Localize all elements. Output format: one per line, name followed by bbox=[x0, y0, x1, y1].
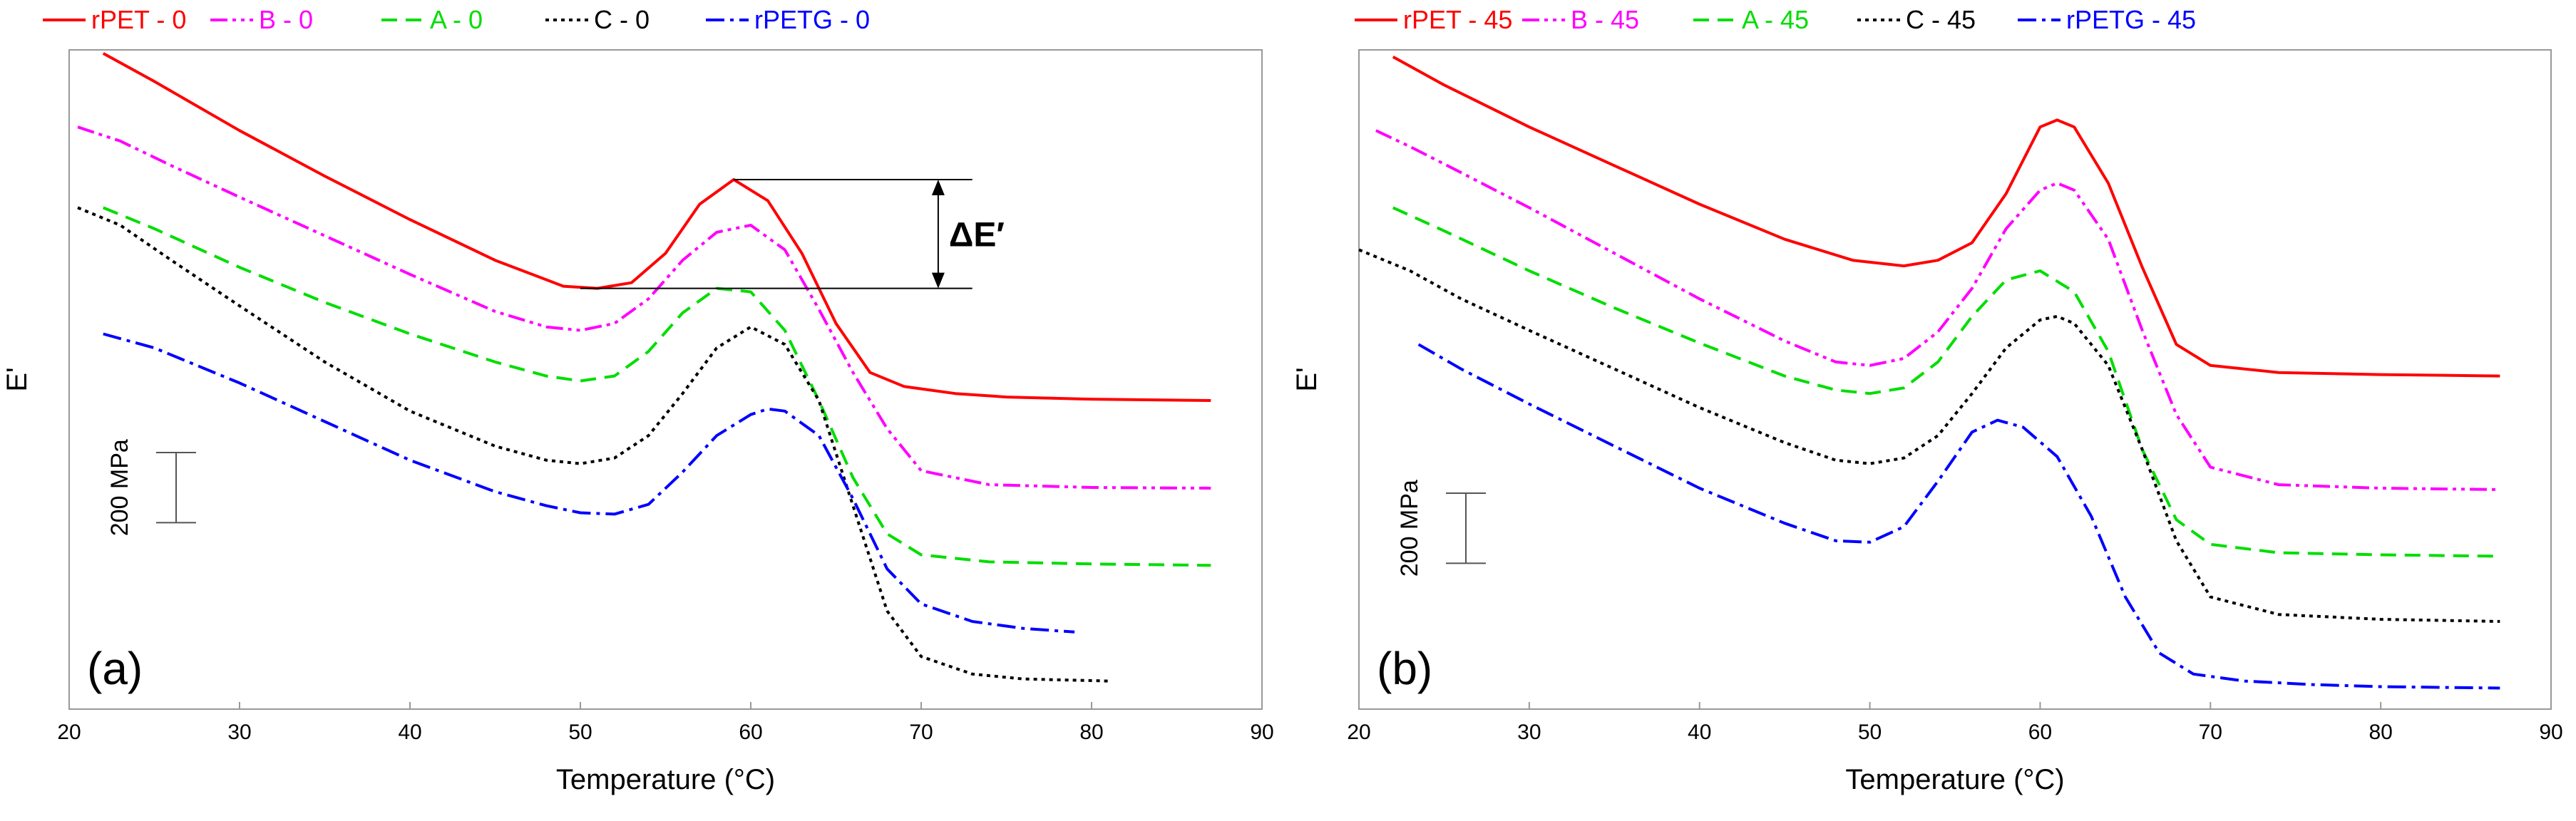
chart-0-legend-label-3: C - 0 bbox=[594, 5, 650, 34]
chart-0-x-tick-label: 30 bbox=[227, 721, 251, 744]
chart-0-legend-entry-4: rPETG - 0 bbox=[706, 5, 870, 34]
chart-1-legend-entry-2: A - 45 bbox=[1693, 5, 1809, 34]
chart-0-x-tick-label: 50 bbox=[568, 721, 592, 744]
chart-0-x-tick-label: 90 bbox=[1250, 721, 1273, 744]
chart-1-x-axis-label: Temperature (°C) bbox=[1845, 764, 2064, 795]
chart-1-legend-label-0: rPET - 45 bbox=[1403, 5, 1512, 34]
chart-1-scale-bar-label: 200 MPa bbox=[1396, 480, 1423, 577]
chart-1-x-tick-label: 60 bbox=[2028, 721, 2052, 744]
chart-1-scale-bar bbox=[1446, 492, 1486, 564]
chart-1-x-tick-label: 30 bbox=[1517, 721, 1541, 744]
chart-0-scale-bar-label: 200 MPa bbox=[106, 439, 133, 536]
chart-0-delta-annotation bbox=[580, 179, 973, 289]
chart-1-series-line-0 bbox=[1392, 56, 2500, 378]
chart-1-x-tick-label: 80 bbox=[2369, 721, 2392, 744]
chart-0-plot-frame bbox=[68, 49, 1263, 710]
chart-0-x-tick-label: 60 bbox=[739, 721, 762, 744]
chart-0-legend-label-1: B - 0 bbox=[259, 5, 313, 34]
chart-0-legend-entry-1: B - 0 bbox=[210, 5, 313, 34]
chart-0-x-tick-label: 80 bbox=[1079, 721, 1103, 744]
chart-1-panel-label: (b) bbox=[1377, 643, 1432, 694]
chart-0-legend-label-4: rPETG - 0 bbox=[754, 5, 870, 34]
chart-1-series-line-4 bbox=[1417, 343, 2500, 690]
chart-0-delta-label: ΔE′ bbox=[949, 216, 1005, 254]
chart-0-legend-entry-0: rPET - 0 bbox=[43, 5, 186, 34]
chart-1-plot-frame bbox=[1358, 49, 2552, 710]
chart-0-series-line-0 bbox=[102, 52, 1211, 402]
chart-0-series-line-2 bbox=[103, 206, 1211, 567]
chart-0-legend-entry-3: C - 0 bbox=[545, 5, 650, 34]
chart-0-legend-label-0: rPET - 0 bbox=[91, 5, 186, 34]
chart-1-legend-entry-3: C - 45 bbox=[1857, 5, 1976, 34]
chart-0-scale-bar bbox=[156, 452, 196, 524]
chart-0-x-tick-label: 40 bbox=[398, 721, 421, 744]
chart-1-legend-label-4: rPETG - 45 bbox=[2066, 5, 2196, 34]
chart-0-series-line-4 bbox=[103, 332, 1075, 634]
chart-1-series-line-1 bbox=[1375, 129, 2500, 491]
chart-1-y-axis-label: E' bbox=[1291, 367, 1323, 391]
panel-a: 20 30 40 50 60 70 80 90 Temperature (°C) E' 200 MP… bbox=[1, 5, 1274, 795]
chart-1-legend-entry-4: rPETG - 45 bbox=[2018, 5, 2196, 34]
chart-1-x-tick-label: 90 bbox=[2539, 721, 2562, 744]
chart-1-legend-entry-1: B - 45 bbox=[1522, 5, 1639, 34]
chart-0-y-axis-label: E' bbox=[1, 367, 33, 391]
chart-0-panel-label: (a) bbox=[87, 643, 143, 694]
chart-1-x-tick-label: 70 bbox=[2199, 721, 2222, 744]
chart-1-legend-label-1: B - 45 bbox=[1571, 5, 1639, 34]
chart-1-x-tick-label: 50 bbox=[1858, 721, 1882, 744]
chart-0-series-line-3 bbox=[77, 206, 1109, 683]
panel-b: 20 30 40 50 60 70 80 90 Temperature (°C) E' 200 MP… bbox=[1291, 5, 2563, 795]
chart-0-legend-label-2: A - 0 bbox=[430, 5, 483, 34]
chart-1-x-tick-label: 40 bbox=[1688, 721, 1711, 744]
chart-0-x-axis-label: Temperature (°C) bbox=[556, 764, 775, 795]
chart-1-series-line-2 bbox=[1392, 206, 2500, 558]
chart-1-legend-label-2: A - 45 bbox=[1742, 5, 1809, 34]
chart-1-legend-label-3: C - 45 bbox=[1906, 5, 1976, 34]
chart-1-legend-entry-0: rPET - 45 bbox=[1355, 5, 1512, 34]
chart-0-x-tick-label: 20 bbox=[57, 721, 81, 744]
chart-1-series-line-3 bbox=[1358, 248, 2500, 623]
chart-0-x-tick-label: 70 bbox=[909, 721, 933, 744]
chart-0-legend-entry-2: A - 0 bbox=[381, 5, 483, 34]
chart-0-series-line-1 bbox=[77, 125, 1211, 490]
chart-1-x-tick-label: 20 bbox=[1347, 721, 1370, 744]
